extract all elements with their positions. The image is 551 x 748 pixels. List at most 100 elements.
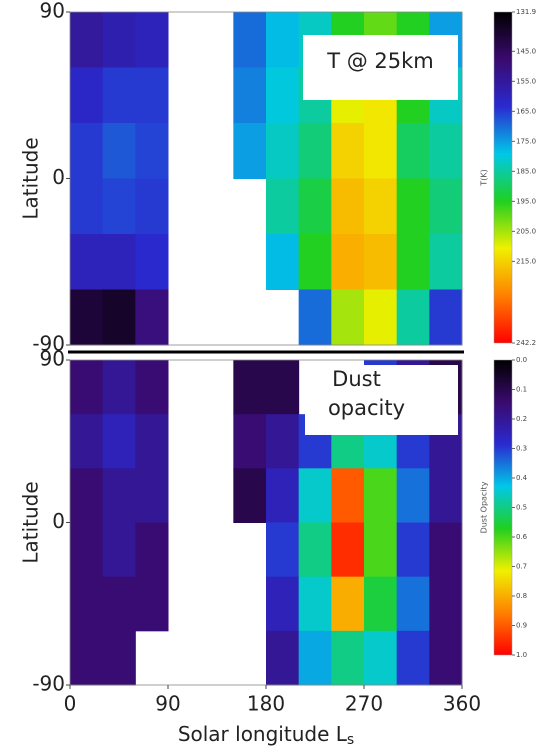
- x-tick-label: 180: [247, 692, 285, 716]
- heat-cell: [233, 12, 267, 68]
- heat-cell: [266, 468, 300, 523]
- colorbar-tick-label: 0.8: [516, 592, 527, 600]
- heat-cell: [135, 289, 169, 346]
- heat-cell: [429, 178, 463, 235]
- heat-cell: [135, 360, 169, 415]
- heat-cell: [266, 414, 300, 469]
- heat-cell: [102, 123, 136, 179]
- heat-cell: [102, 234, 136, 290]
- heat-cell: [331, 234, 365, 290]
- colorbar-tick-label: 131.9: [516, 8, 536, 16]
- colorbar-tick-label: 0.0: [516, 356, 527, 364]
- heat-cell: [331, 630, 365, 686]
- heat-cell: [396, 468, 430, 523]
- annotation: opacity: [328, 396, 405, 420]
- x-tick-label: 90: [155, 692, 180, 716]
- colorbar-tick-label: 215.0: [516, 257, 536, 265]
- heat-cell: [266, 360, 300, 415]
- heat-cell: [331, 123, 365, 179]
- heat-cell: [102, 178, 136, 235]
- colorbar-tick-label: 0.1: [516, 386, 527, 394]
- colorbar-tick-label: 1.0: [516, 651, 527, 659]
- x-tick-label: 0: [64, 692, 77, 716]
- heat-cell: [331, 522, 365, 578]
- heat-cell: [135, 12, 169, 68]
- heat-cell: [298, 576, 332, 632]
- heat-cell: [396, 289, 430, 346]
- heat-cell: [396, 576, 430, 632]
- heat-cell: [102, 414, 136, 469]
- heat-cell: [233, 123, 267, 179]
- y-tick-label: -90: [32, 332, 65, 356]
- annotation: Dust: [332, 367, 381, 391]
- heat-cell: [233, 468, 267, 523]
- heat-cell: [70, 468, 104, 523]
- y-axis-label: Latitude: [19, 137, 43, 219]
- heat-cell: [364, 289, 398, 346]
- heat-cell: [298, 234, 332, 290]
- colorbar-tick-label: 0.5: [516, 504, 527, 512]
- x-tick-label: 270: [345, 692, 383, 716]
- colorbar-tick-label: 0.3: [516, 445, 527, 453]
- heat-cell: [429, 522, 463, 578]
- heat-cell: [396, 522, 430, 578]
- heat-cell: [396, 178, 430, 235]
- heat-cell: [429, 576, 463, 632]
- colorbar-tick-label: 0.2: [516, 415, 527, 423]
- heat-cell: [135, 123, 169, 179]
- heat-cell: [233, 67, 267, 124]
- heat-cell: [70, 522, 104, 578]
- heat-cell: [396, 234, 430, 290]
- y-axis-label: Latitude: [19, 481, 43, 563]
- heat-cell: [364, 522, 398, 578]
- heat-cell: [298, 630, 332, 686]
- heat-cell: [266, 522, 300, 578]
- heat-cell: [298, 178, 332, 235]
- x-axis-label: Solar longitude Ls: [178, 722, 354, 748]
- colorbar-tick-label: 0.4: [516, 474, 528, 482]
- heat-cell: [298, 468, 332, 523]
- heat-cell: [70, 123, 104, 179]
- heat-cell: [331, 468, 365, 523]
- heat-cell: [266, 178, 300, 235]
- colorbar-tick-label: 185.0: [516, 167, 536, 175]
- y-tick-label: -90: [32, 672, 65, 696]
- annotation-box: [303, 35, 458, 100]
- colorbar-tick-label: 155.0: [516, 77, 536, 85]
- heat-cell: [298, 522, 332, 578]
- colorbar-tick-label: 145.0: [516, 47, 536, 55]
- heat-cell: [135, 67, 169, 124]
- heat-cell: [102, 67, 136, 124]
- heat-cell: [70, 67, 104, 124]
- heat-cell: [429, 630, 463, 686]
- colorbar-tick-label: 0.6: [516, 533, 528, 541]
- heat-cell: [70, 576, 104, 632]
- annotation: T @ 25km: [326, 49, 434, 73]
- heat-cell: [135, 522, 169, 578]
- x-axis-label-sub: s: [347, 732, 354, 748]
- x-tick-label: 360: [443, 692, 481, 716]
- heat-cell: [364, 123, 398, 179]
- heat-cell: [429, 234, 463, 290]
- annotation-box: [305, 365, 458, 435]
- heat-cell: [102, 630, 136, 686]
- heat-cell: [364, 630, 398, 686]
- heat-cell: [102, 360, 136, 415]
- heat-cell: [364, 178, 398, 235]
- heat-cell: [135, 234, 169, 290]
- colorbar: [493, 11, 513, 344]
- colorbar-tick-label: 0.7: [516, 563, 527, 571]
- heat-cell: [364, 576, 398, 632]
- colorbar-tick-label: 195.0: [516, 197, 536, 205]
- heat-cell: [331, 576, 365, 632]
- heat-cell: [102, 289, 136, 346]
- heat-cell: [102, 468, 136, 523]
- heat-cell: [70, 178, 104, 235]
- heat-cell: [331, 289, 365, 346]
- y-tick-label: 90: [40, 347, 65, 371]
- heat-cell: [70, 289, 104, 346]
- colorbar-tick-label: 242.2: [516, 339, 536, 347]
- heat-cell: [135, 576, 169, 632]
- y-tick-label: 0: [52, 509, 65, 533]
- heat-cell: [396, 123, 430, 179]
